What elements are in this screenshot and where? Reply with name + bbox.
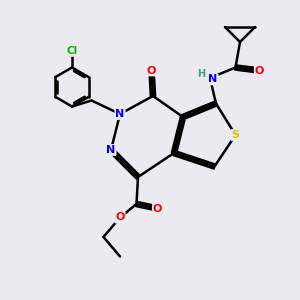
Text: O: O <box>115 212 125 223</box>
Text: O: O <box>147 65 156 76</box>
Text: S: S <box>232 130 239 140</box>
Text: H: H <box>197 69 206 80</box>
Text: N: N <box>208 74 217 85</box>
Text: Cl: Cl <box>66 46 78 56</box>
Text: O: O <box>255 65 264 76</box>
Text: N: N <box>106 145 116 155</box>
Text: N: N <box>116 109 124 119</box>
Text: O: O <box>153 203 162 214</box>
